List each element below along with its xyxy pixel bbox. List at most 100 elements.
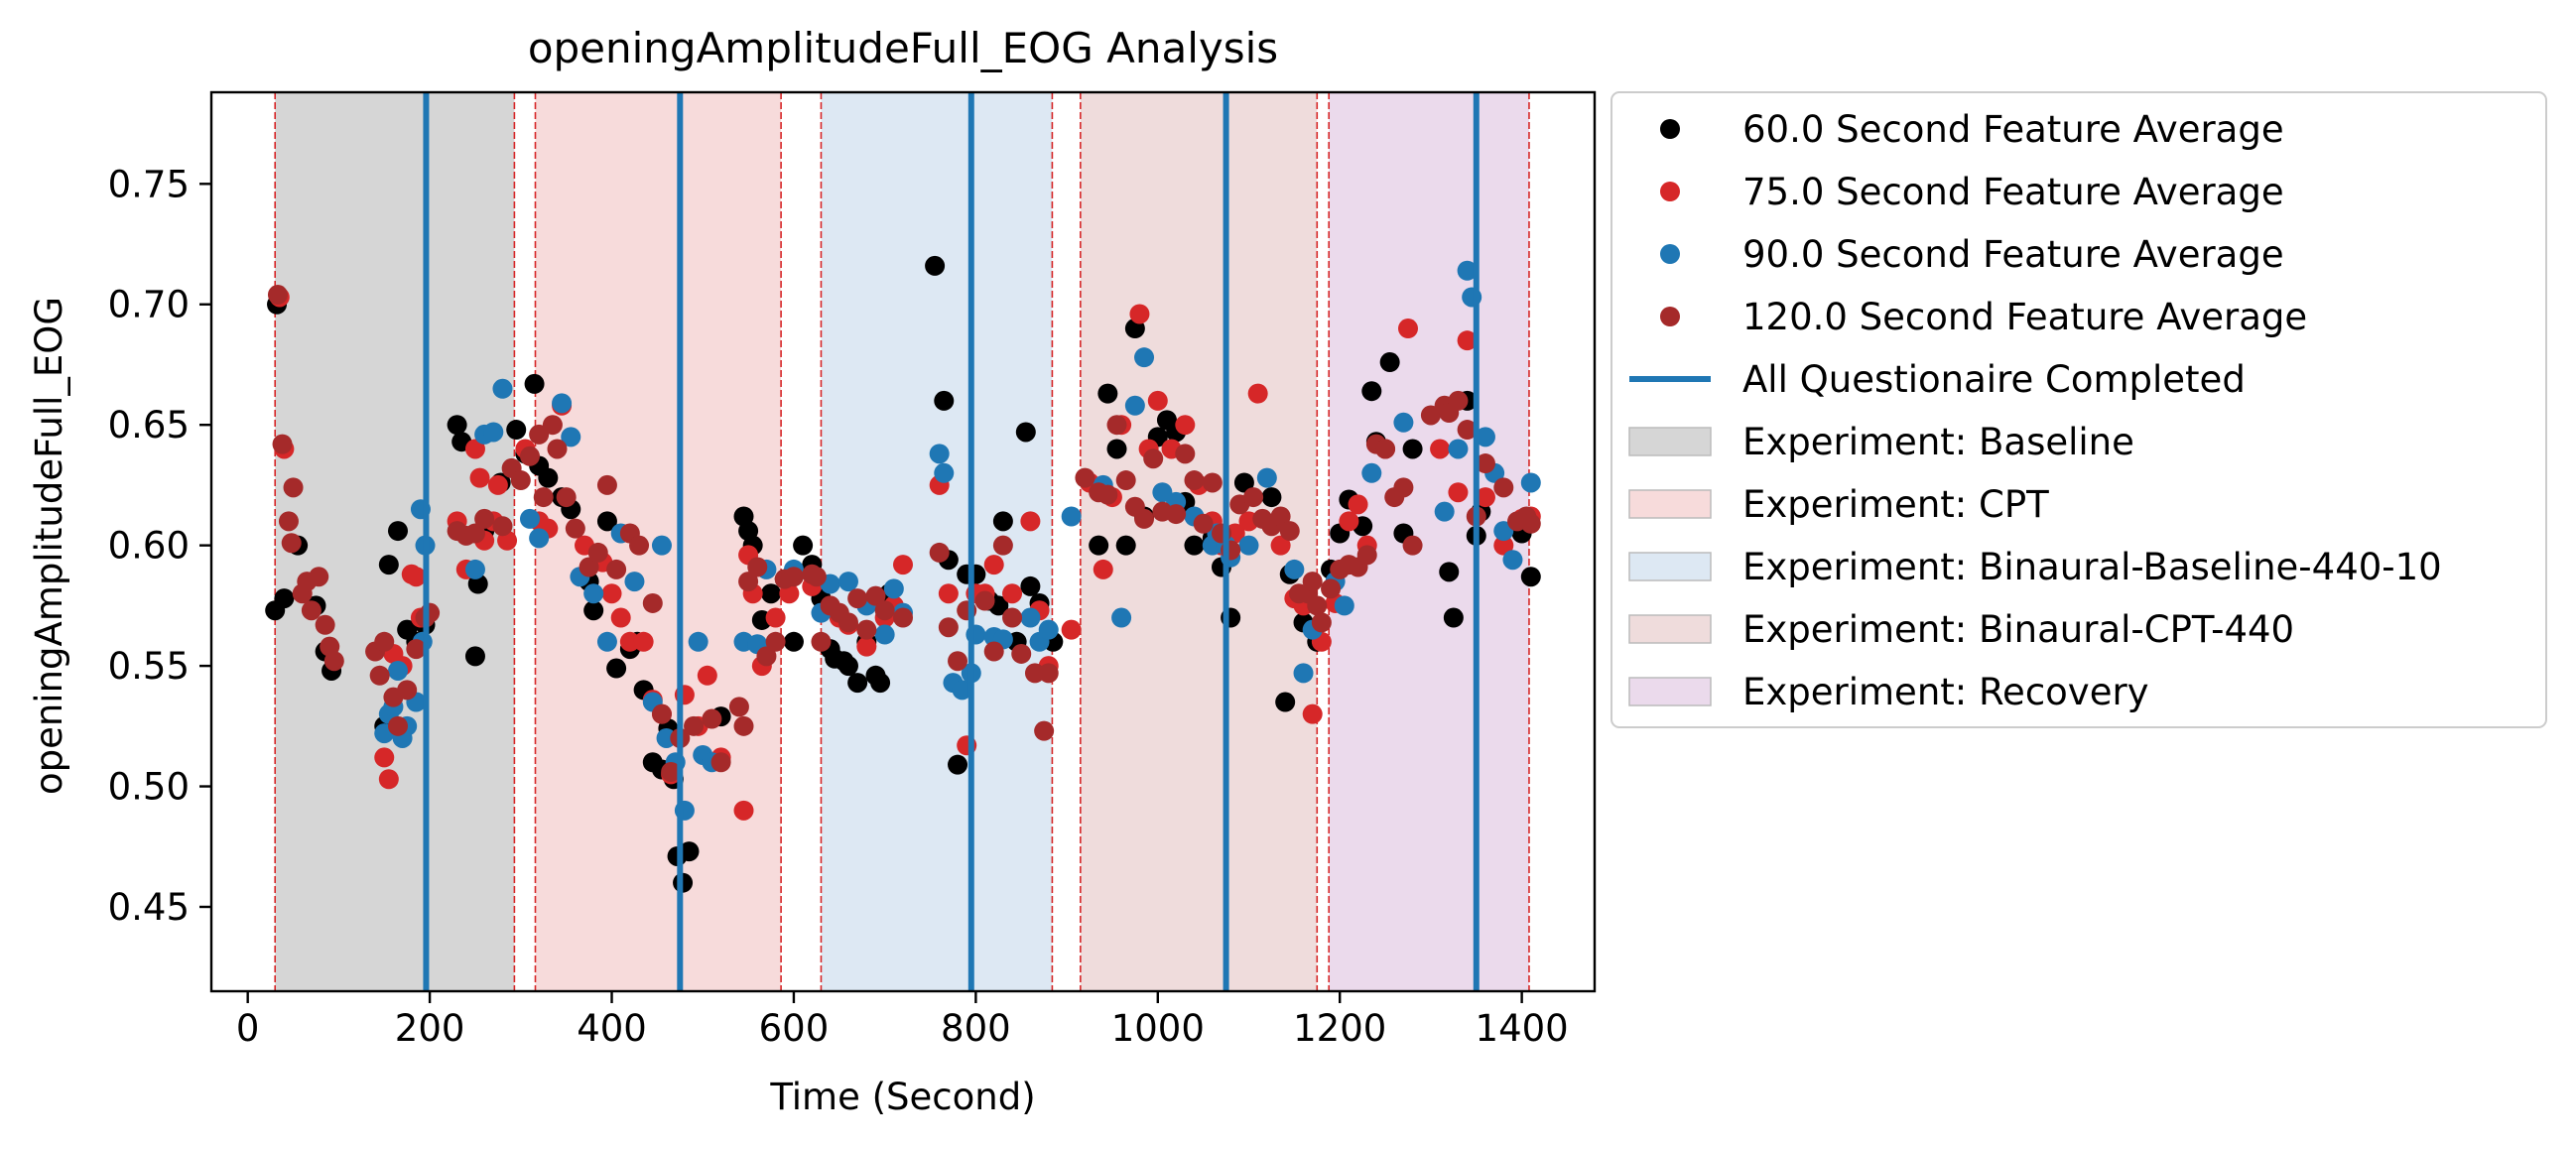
point-90-0s <box>552 393 573 414</box>
point-120-0s <box>1115 470 1136 491</box>
y-tick-label: 0.65 <box>108 404 190 447</box>
point-120-0s <box>1075 467 1095 488</box>
point-75-0s <box>487 474 508 495</box>
point-120-0s <box>565 518 585 539</box>
point-75-0s <box>1448 482 1469 503</box>
point-75-0s <box>856 636 877 657</box>
point-120-0s <box>806 567 827 587</box>
point-120-0s <box>837 612 858 633</box>
point-120-0s <box>1475 453 1495 474</box>
point-120-0s <box>1393 477 1414 498</box>
point-120-0s <box>1321 578 1342 599</box>
legend-patch <box>1628 489 1712 519</box>
point-120-0s <box>1307 595 1328 616</box>
point-120-0s <box>369 665 390 686</box>
point-120-0s <box>1520 513 1541 534</box>
legend-marker <box>1660 182 1680 201</box>
point-120-0s <box>492 516 513 537</box>
point-120-0s <box>1356 545 1377 566</box>
point-60-0s <box>783 631 804 652</box>
legend-label: 75.0 Second Feature Average <box>1742 171 2284 213</box>
point-90-0s <box>656 727 677 748</box>
point-60-0s <box>378 555 399 575</box>
point-75-0s <box>378 769 399 790</box>
point-90-0s <box>1475 427 1495 447</box>
point-75-0s <box>1475 487 1495 508</box>
point-75-0s <box>1147 390 1168 411</box>
point-60-0s <box>934 390 955 411</box>
point-120-0s <box>1402 535 1423 556</box>
point-120-0s <box>323 651 344 672</box>
point-60-0s <box>793 535 814 556</box>
point-120-0s <box>542 415 563 436</box>
point-60-0s <box>606 658 627 679</box>
point-120-0s <box>1493 477 1514 498</box>
point-120-0s <box>281 533 302 554</box>
point-60-0s <box>1089 535 1109 556</box>
point-90-0s <box>934 462 955 483</box>
x-axis-ticks: 0 200 400 600 800 1000 1200 1400 <box>236 991 1569 1050</box>
point-75-0s <box>983 555 1004 575</box>
point-75-0s <box>1339 511 1359 532</box>
legend-label: Experiment: CPT <box>1742 483 2049 526</box>
x-tick-label: 0 <box>236 1007 260 1050</box>
x-tick-label: 1400 <box>1476 1007 1569 1050</box>
point-120-0s <box>1375 439 1396 459</box>
y-tick-label: 0.70 <box>108 284 190 326</box>
point-60-0s <box>1402 439 1423 459</box>
point-75-0s <box>619 631 640 652</box>
point-120-0s <box>606 559 627 579</box>
point-120-0s <box>738 572 759 592</box>
point-120-0s <box>533 487 554 508</box>
point-75-0s <box>1430 439 1451 459</box>
region-binaural-baseline-440-10 <box>821 92 1053 991</box>
point-120-0s <box>1302 572 1323 592</box>
point-120-0s <box>847 588 868 609</box>
point-60-0s <box>679 841 700 862</box>
point-60-0s <box>583 600 604 621</box>
y-tick-label: 0.45 <box>108 886 190 929</box>
point-60-0s <box>538 467 559 488</box>
point-75-0s <box>1247 383 1268 404</box>
point-120-0s <box>1143 448 1164 469</box>
point-75-0s <box>733 800 754 821</box>
chart-title: openingAmplitudeFull_EOG Analysis <box>528 24 1278 72</box>
point-90-0s <box>1134 347 1155 368</box>
x-tick-label: 1000 <box>1111 1007 1205 1050</box>
point-120-0s <box>756 646 777 667</box>
point-60-0s <box>1015 422 1036 443</box>
y-tick-label: 0.75 <box>108 163 190 205</box>
point-120-0s <box>747 557 768 577</box>
point-120-0s <box>464 523 485 544</box>
point-60-0s <box>1020 575 1041 596</box>
point-60-0s <box>464 646 485 667</box>
point-60-0s <box>837 656 858 677</box>
point-60-0s <box>1443 607 1464 628</box>
x-tick-label: 1200 <box>1293 1007 1386 1050</box>
point-60-0s <box>1439 562 1460 582</box>
plot-frame <box>209 90 1597 993</box>
point-120-0s <box>1106 415 1127 436</box>
point-120-0s <box>811 631 832 652</box>
point-120-0s <box>1448 390 1469 411</box>
point-75-0s <box>1093 559 1113 579</box>
point-120-0s <box>397 680 418 701</box>
point-120-0s <box>556 487 577 508</box>
point-120-0s <box>1243 487 1264 508</box>
point-75-0s <box>697 665 717 686</box>
point-120-0s <box>272 434 293 454</box>
point-90-0s <box>624 572 645 592</box>
point-75-0s <box>1302 703 1323 724</box>
point-120-0s <box>642 592 663 613</box>
point-75-0s <box>1175 415 1196 436</box>
point-90-0s <box>883 578 904 599</box>
point-90-0s <box>1061 506 1082 527</box>
legend-patch <box>1628 552 1712 581</box>
questionnaire-lines <box>423 92 1480 991</box>
point-60-0s <box>992 511 1013 532</box>
point-75-0s <box>1493 535 1514 556</box>
point-90-0s <box>1448 439 1469 459</box>
point-75-0s <box>601 583 622 604</box>
legend-label: All Questionaire Completed <box>1742 358 2246 401</box>
